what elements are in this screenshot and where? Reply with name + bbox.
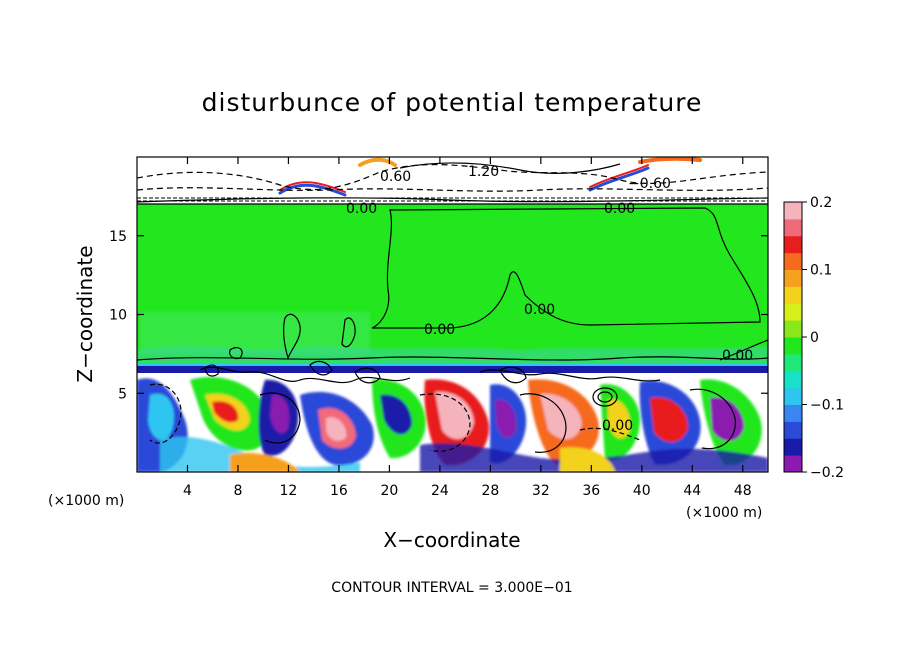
contour-label: 0.00 <box>604 201 635 217</box>
x-tick-label: 4 <box>183 483 192 499</box>
contour-label: 0.00 <box>602 418 633 434</box>
x-tick-label: 24 <box>431 483 449 499</box>
y-axis-label: Z−coordinate <box>73 245 97 382</box>
x-tick-label: 28 <box>481 483 499 499</box>
x-tick-label: 20 <box>380 483 398 499</box>
colorbar-swatch <box>784 438 802 456</box>
plot-area <box>137 157 768 472</box>
contour-label: 0.60 <box>380 169 411 185</box>
colorbar-swatch <box>784 421 802 439</box>
x-axis-label: X−coordinate <box>383 528 520 552</box>
turbulent-layer <box>137 377 768 472</box>
contour-lines <box>137 162 768 453</box>
y-tick-label: 15 <box>109 229 127 245</box>
x-tick-label: 40 <box>633 483 651 499</box>
x-tick-label: 8 <box>233 483 242 499</box>
colorbar: 0.2 0.1 0 −0.1 −0.2 <box>783 195 844 481</box>
contour-label: 1.20 <box>468 164 499 180</box>
contour-label: 0.00 <box>722 348 753 364</box>
x-tick-label: 12 <box>280 483 298 499</box>
y-tick-label: 10 <box>109 308 127 324</box>
colorbar-swatch <box>784 235 802 254</box>
x-tick-label: 36 <box>582 483 600 499</box>
colorbar-swatch <box>784 404 802 422</box>
colorbar-swatch <box>784 218 802 237</box>
colorbar-swatch <box>784 269 802 287</box>
y-tick-label: 5 <box>118 386 127 402</box>
colorbar-tick-label: 0.2 <box>810 195 832 211</box>
contour-label: 0.00 <box>424 322 455 338</box>
colorbar-swatch <box>784 303 802 321</box>
x-tick-label: 32 <box>532 483 550 499</box>
colorbar-swatch <box>784 320 802 338</box>
x-tick-label: 16 <box>330 483 348 499</box>
contour-interval-note: CONTOUR INTERVAL = 3.000E−01 <box>331 580 572 596</box>
colorbar-tick-label: −0.2 <box>810 465 844 481</box>
colorbar-swatch <box>784 202 802 220</box>
colorbar-tick-label: −0.1 <box>810 398 844 414</box>
colorbar-swatch <box>784 387 802 405</box>
contour-label: −0.60 <box>628 176 671 192</box>
contour-labels: 0.60 1.20 −0.60 0.00 0.00 0.00 0.00 0.00… <box>346 164 753 434</box>
contour-label: 0.00 <box>524 302 555 318</box>
x-tick-label: 48 <box>734 483 752 499</box>
colorbar-swatch <box>784 286 802 304</box>
z-unit-label: (×1000 m) <box>686 505 762 521</box>
colorbar-swatch <box>784 252 802 270</box>
colorbar-swatch <box>784 337 802 355</box>
colorbar-swatch <box>784 370 802 389</box>
x-tick-label: 44 <box>683 483 701 499</box>
blue-band-edge <box>137 363 768 366</box>
x-unit-label: (×1000 m) <box>48 493 124 509</box>
colorbar-tick-label: 0 <box>810 330 819 346</box>
colorbar-tick-label: 0.1 <box>810 263 832 279</box>
contour-label: 0.00 <box>346 201 377 217</box>
colorbar-swatch <box>784 455 802 473</box>
chart-title: disturbunce of potential temperature <box>202 88 703 117</box>
blue-band <box>137 365 768 373</box>
colorbar-swatch <box>784 353 802 372</box>
